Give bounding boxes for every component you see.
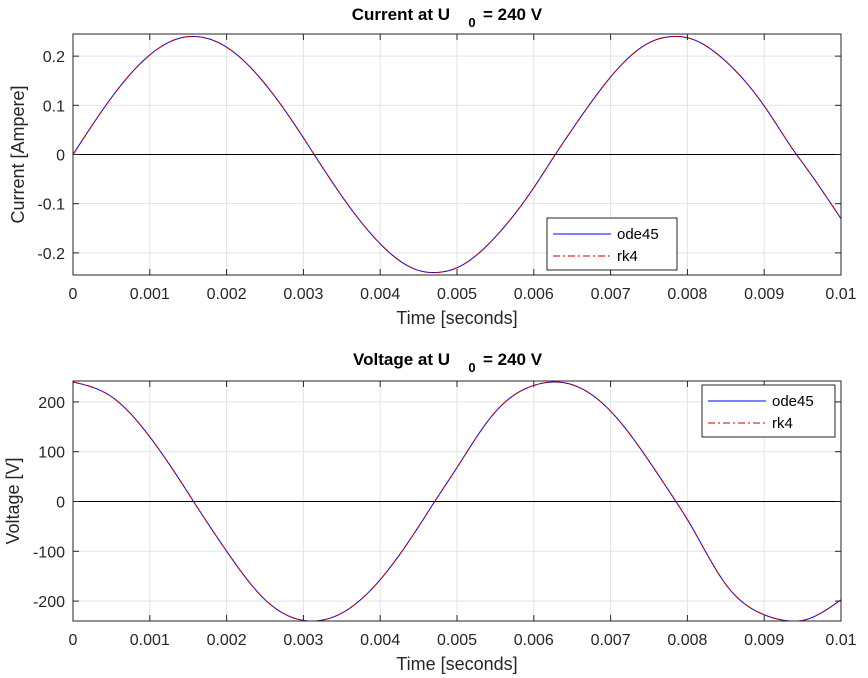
x-axis-label: Time [seconds] (396, 654, 517, 674)
x-tick-label: 0.009 (744, 632, 784, 649)
x-tick-label: 0.007 (591, 632, 631, 649)
x-tick-label: 0.007 (591, 286, 631, 303)
x-tick-label: 0.004 (360, 286, 400, 303)
chart-title-subscript: 0 (468, 15, 475, 30)
legend-box (701, 384, 836, 438)
x-tick-label: 0.01 (825, 286, 856, 303)
legend-label-rk4: rk4 (772, 415, 793, 432)
chart-title-suffix: = 240 V (483, 350, 543, 369)
x-tick-label: 0.008 (667, 632, 707, 649)
legend-label-ode45: ode45 (617, 226, 659, 243)
x-tick-label: 0.006 (514, 632, 554, 649)
legend: ode45 rk4 (546, 217, 678, 271)
series-line-rk4 (72, 35, 842, 274)
legend: ode45 rk4 (701, 384, 836, 438)
x-tick-label: 0.01 (825, 632, 856, 649)
x-tick-label: 0.001 (130, 632, 170, 649)
legend-label-ode45: ode45 (772, 393, 814, 410)
x-tick-label: 0 (69, 632, 78, 649)
x-tick-label: 0.009 (744, 286, 784, 303)
chart-panel-2: 0 0.001 0.002 0.003 0.004 0.005 0.006 0.007 0.00… (3, 350, 857, 674)
y-axis-label: Voltage [V] (3, 457, 23, 544)
x-tick-label: 0.003 (283, 286, 323, 303)
chart-title: Current at U (352, 5, 450, 24)
chart-title-subscript: 0 (468, 360, 475, 375)
x-tick-label: 0.004 (360, 632, 400, 649)
x-tick-label: 0.006 (514, 286, 554, 303)
x-axis-label: Time [seconds] (396, 308, 517, 328)
x-tick-label: 0.002 (207, 632, 247, 649)
series-line-ode45 (72, 381, 842, 622)
x-tick-label: 0.003 (283, 632, 323, 649)
y-tick-label: -200 (33, 594, 65, 611)
y-tick-label: 0.1 (43, 98, 65, 115)
chart-title: Voltage at U (353, 350, 450, 369)
y-tick-label: -0.1 (37, 197, 65, 214)
y-axis-label: Current [Ampere] (8, 85, 28, 223)
y-tick-label: 0 (56, 494, 65, 511)
x-tick-label: 0.001 (130, 286, 170, 303)
x-tick-label: 0 (69, 286, 78, 303)
y-tick-label: 0 (56, 148, 65, 165)
y-tick-label: 200 (38, 395, 65, 412)
x-tick-label: 0.008 (667, 286, 707, 303)
legend-box (546, 217, 678, 271)
x-tick-label: 0.005 (437, 632, 477, 649)
chart-panel-1: 0 0.001 0.002 0.003 0.004 0.005 0.006 0.007 0.00… (8, 5, 857, 328)
y-tick-label: -0.2 (37, 246, 65, 263)
x-tick-label: 0.002 (207, 286, 247, 303)
y-tick-label: 100 (38, 445, 65, 462)
y-tick-label: -100 (33, 544, 65, 561)
chart-title-suffix: = 240 V (483, 5, 543, 24)
y-tick-label: 0.2 (43, 49, 65, 66)
x-tick-label: 0.005 (437, 286, 477, 303)
legend-label-rk4: rk4 (617, 248, 638, 265)
